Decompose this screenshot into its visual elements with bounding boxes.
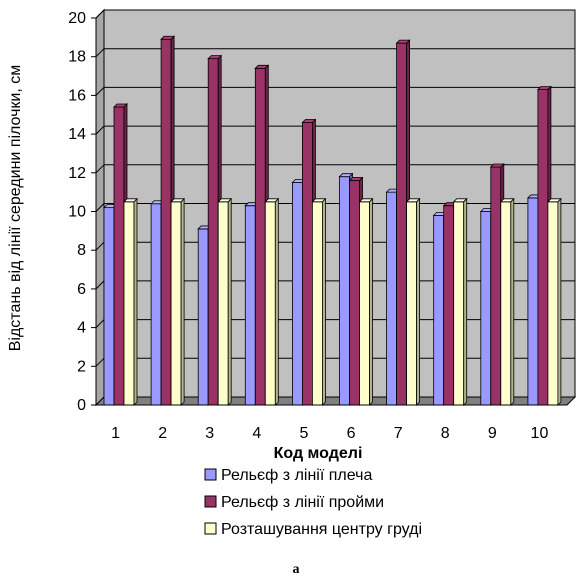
y-tick-label: 18 (68, 49, 86, 66)
plot-area (94, 8, 577, 407)
bar (358, 197, 374, 406)
y-tick-label: 8 (77, 242, 86, 259)
bar (264, 197, 280, 406)
bar (452, 197, 468, 406)
gridline-side (95, 280, 105, 290)
y-tick-label: 2 (77, 358, 86, 375)
bar (499, 197, 515, 406)
legend-swatch (204, 468, 217, 481)
x-tick-label: 1 (111, 425, 120, 442)
x-tick-label: 5 (299, 425, 308, 442)
x-tick-label: 2 (158, 425, 167, 442)
gridline-side (95, 203, 105, 212)
bar (546, 197, 562, 406)
x-tick-label: 7 (394, 425, 403, 442)
legend-label: Рельєф з лінії плеча (221, 467, 372, 484)
legend-item: Рельєф з лінії плеча (204, 467, 372, 484)
x-axis-title: Код моделі (274, 445, 363, 462)
gridline-side (95, 357, 105, 367)
y-tick-labels: 0 2 4 6 8 10 12 14 16 18 20 (68, 10, 567, 414)
bar (123, 197, 138, 406)
legend-label: Розташування центру груді (221, 521, 422, 538)
y-tick-label: 14 (68, 126, 86, 143)
x-tick-label: 4 (252, 425, 261, 442)
gridline-side (95, 48, 105, 58)
x-tick-label: 10 (531, 425, 549, 442)
gridline-side (95, 241, 105, 251)
x-tick-label: 9 (488, 425, 497, 442)
legend: Рельєф з лінії плеча Рельєф з лінії пройм… (204, 467, 422, 538)
x-tick-label: 8 (441, 425, 450, 442)
y-axis-title: Відстань від лінії середини пілочки, см (7, 65, 24, 352)
gridline-side (95, 319, 105, 328)
gridline-side (95, 164, 105, 174)
figure-caption: а (293, 562, 300, 577)
y-tick-label: 20 (68, 10, 86, 27)
legend-swatch (204, 522, 217, 535)
y-tick-label: 12 (68, 165, 86, 182)
bar (217, 197, 233, 406)
gridline-side (95, 9, 105, 19)
legend-item: Рельєф з лінії пройми (204, 494, 384, 511)
x-tick-label: 6 (347, 425, 356, 442)
bar (170, 197, 186, 406)
legend-item: Розташування центру груді (204, 521, 422, 538)
x-tick-label: 3 (205, 425, 214, 442)
y-tick-label: 6 (77, 281, 86, 298)
bar (311, 197, 327, 406)
x-tick-labels: 1 2 3 4 5 6 7 8 9 10 (111, 425, 548, 442)
legend-swatch (204, 495, 217, 508)
y-tick-label: 16 (68, 87, 86, 104)
y-tick-label: 10 (68, 204, 86, 221)
gridline-side (95, 87, 105, 96)
gridline-side (95, 125, 105, 135)
bar (405, 197, 421, 406)
y-tick-label: 4 (77, 320, 86, 337)
legend-label: Рельєф з лінії пройми (221, 494, 384, 511)
y-tick-label: 0 (77, 397, 86, 414)
